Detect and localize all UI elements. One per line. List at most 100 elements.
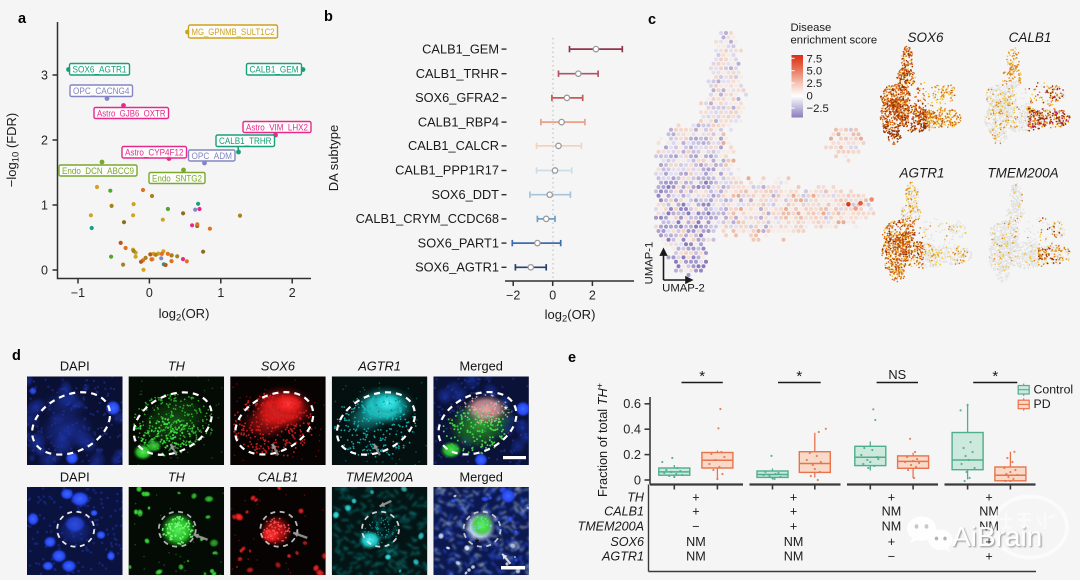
svg-text:AGTR1: AGTR1 xyxy=(898,166,944,181)
svg-text:1: 1 xyxy=(41,198,48,212)
svg-text:enrichment score: enrichment score xyxy=(791,35,878,47)
svg-text:*: * xyxy=(699,368,705,385)
svg-text:0: 0 xyxy=(634,472,641,487)
svg-text:log2(OR): log2(OR) xyxy=(159,306,210,324)
svg-text:5.0: 5.0 xyxy=(807,66,823,78)
svg-text:−: − xyxy=(692,519,699,533)
svg-text:CALB1: CALB1 xyxy=(258,470,299,485)
svg-text:0: 0 xyxy=(146,286,153,300)
svg-text:+: + xyxy=(790,519,797,533)
svg-text:PD: PD xyxy=(1034,397,1051,411)
svg-text:+: + xyxy=(888,535,895,549)
svg-text:CALB1_RBP4: CALB1_RBP4 xyxy=(418,114,499,129)
svg-text:−2.5: −2.5 xyxy=(807,103,829,115)
svg-text:CALB1_PPP1R17: CALB1_PPP1R17 xyxy=(395,163,499,178)
svg-text:CALB1_TRHR: CALB1_TRHR xyxy=(416,66,499,81)
svg-text:Fraction of total TH+: Fraction of total TH+ xyxy=(595,383,610,497)
svg-text:c: c xyxy=(648,12,656,28)
svg-text:+: + xyxy=(985,490,992,504)
svg-text:OPC_ADM: OPC_ADM xyxy=(192,150,233,161)
svg-text:AiBrain: AiBrain xyxy=(952,521,1042,552)
svg-text:CALB1: CALB1 xyxy=(604,504,644,518)
svg-text:Merged: Merged xyxy=(459,470,502,485)
svg-text:−2: −2 xyxy=(506,289,520,303)
svg-text:7.5: 7.5 xyxy=(807,53,823,65)
svg-text:CALB1_GEM: CALB1_GEM xyxy=(422,41,499,56)
svg-text:DAPI: DAPI xyxy=(60,359,90,374)
svg-text:Astro_GJB6_OXTR: Astro_GJB6_OXTR xyxy=(97,108,166,118)
svg-text:NS: NS xyxy=(888,367,906,382)
svg-text:e: e xyxy=(568,350,576,366)
svg-text:CALB1_CRYM_CCDC68: CALB1_CRYM_CCDC68 xyxy=(356,211,499,226)
svg-text:3: 3 xyxy=(41,68,48,82)
svg-text:CALB1: CALB1 xyxy=(1009,30,1052,45)
svg-text:CALB1_TRHR: CALB1_TRHR xyxy=(219,135,272,146)
svg-text:NM: NM xyxy=(686,550,706,564)
svg-text:SOX6_PART1: SOX6_PART1 xyxy=(418,235,499,250)
svg-text:SOX6: SOX6 xyxy=(261,359,296,374)
svg-text:NM: NM xyxy=(882,519,902,533)
svg-text:DA subtype: DA subtype xyxy=(326,125,341,192)
svg-text:OPC_CACNG4: OPC_CACNG4 xyxy=(73,85,130,96)
svg-text:UMAP-2: UMAP-2 xyxy=(662,283,705,295)
svg-text:+: + xyxy=(790,504,797,518)
svg-text:CALB1_CALCR: CALB1_CALCR xyxy=(408,138,499,153)
svg-text:*: * xyxy=(475,536,480,550)
svg-text:UMAP-1: UMAP-1 xyxy=(644,242,656,285)
svg-text:NM: NM xyxy=(686,535,706,549)
svg-text:Endo_DCN_ABCC9: Endo_DCN_ABCC9 xyxy=(62,166,134,176)
svg-text:*: * xyxy=(504,403,509,417)
svg-text:−1: −1 xyxy=(71,286,85,300)
svg-text:−: − xyxy=(888,550,895,564)
svg-text:NM: NM xyxy=(882,504,902,518)
svg-text:AGTR1: AGTR1 xyxy=(357,359,401,374)
svg-text:TMEM200A: TMEM200A xyxy=(987,166,1058,181)
svg-text:+: + xyxy=(790,490,797,504)
svg-text:NM: NM xyxy=(784,535,804,549)
svg-text:SOX6: SOX6 xyxy=(907,30,944,45)
svg-text:Control: Control xyxy=(1034,383,1074,397)
svg-text:Disease: Disease xyxy=(791,22,832,34)
svg-text:AGTR1: AGTR1 xyxy=(601,550,644,564)
svg-text:d: d xyxy=(12,348,21,364)
svg-text:+: + xyxy=(692,490,699,504)
svg-text:TH: TH xyxy=(168,470,186,485)
svg-text:MG_GPNMB_SULT1C2: MG_GPNMB_SULT1C2 xyxy=(192,27,275,37)
svg-text:SOX6: SOX6 xyxy=(610,535,644,549)
svg-text:+: + xyxy=(888,490,895,504)
svg-text:TH: TH xyxy=(168,359,186,374)
svg-text:0: 0 xyxy=(549,289,556,303)
svg-text:*: * xyxy=(796,368,802,385)
svg-text:*: * xyxy=(992,368,998,385)
svg-text:0.6: 0.6 xyxy=(623,396,641,411)
svg-text:+: + xyxy=(692,504,699,518)
svg-text:0.4: 0.4 xyxy=(623,422,641,437)
svg-text:SOX6_DDT: SOX6_DDT xyxy=(431,187,499,202)
svg-text:log2(OR): log2(OR) xyxy=(545,307,596,325)
svg-text:TH: TH xyxy=(627,490,645,504)
svg-text:DAPI: DAPI xyxy=(60,470,90,485)
svg-text:SOX6_AGTR1: SOX6_AGTR1 xyxy=(73,64,127,75)
svg-text:NM: NM xyxy=(784,550,804,564)
svg-text:0: 0 xyxy=(807,91,813,103)
svg-text:TMEM200A: TMEM200A xyxy=(346,470,414,485)
svg-text:Merged: Merged xyxy=(459,359,502,374)
svg-text:0: 0 xyxy=(41,263,48,277)
svg-text:2.5: 2.5 xyxy=(807,78,823,90)
svg-text:+: + xyxy=(985,535,992,549)
svg-text:+: + xyxy=(985,550,992,564)
svg-text:Astro_CYP4F12: Astro_CYP4F12 xyxy=(125,148,184,158)
svg-text:a: a xyxy=(18,11,27,27)
svg-text:Endo_SNTG2: Endo_SNTG2 xyxy=(152,173,202,183)
svg-text:b: b xyxy=(324,9,333,25)
svg-text:SOX6_AGTR1: SOX6_AGTR1 xyxy=(415,260,499,275)
svg-text:Astro_VIM_LHX2: Astro_VIM_LHX2 xyxy=(246,122,308,132)
svg-text:1: 1 xyxy=(217,286,224,300)
svg-text:TMEM200A: TMEM200A xyxy=(578,519,645,533)
svg-text:−log10 (FDR): −log10 (FDR) xyxy=(4,113,22,188)
svg-text:2: 2 xyxy=(41,133,48,147)
svg-text:2: 2 xyxy=(589,289,596,303)
svg-text:CALB1_GEM: CALB1_GEM xyxy=(250,64,299,75)
svg-text:SOX6_GFRA2: SOX6_GFRA2 xyxy=(415,90,499,105)
svg-text:2: 2 xyxy=(289,286,296,300)
